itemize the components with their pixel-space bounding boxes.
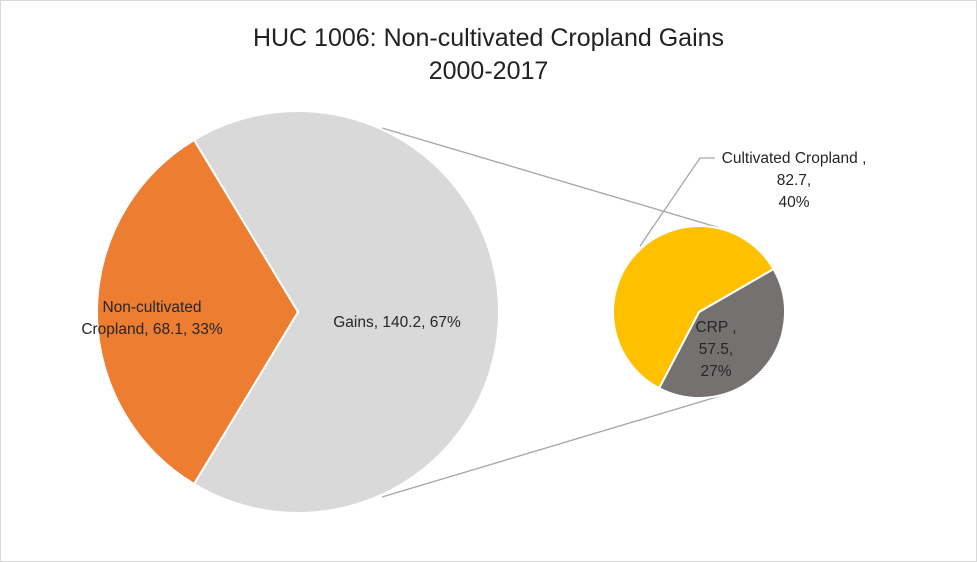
chart-subtitle-line: 2000-2017 [428,57,549,85]
pie-slice-crp [657,267,786,399]
chart-title: HUC 1006: Non-cultivated Cropland Gains … [0,22,977,88]
chart-title-line: HUC 1006: Non-cultivated Cropland Gains [252,24,725,52]
data-label-non-cultivated-cropland: Non-cultivated Cropland, 68.1, 33% [81,299,223,338]
data-label-crp: CRP , 57.5, 27% [695,319,736,380]
connector-line-bottom [381,395,721,498]
pie-slice-gains [192,110,500,514]
leader-line-cultivated-cropland [639,157,715,247]
data-label-gains: Gains, 140.2, 67% [333,314,461,331]
pie-slice-cultivated-cropland [612,225,775,390]
main-pie [96,110,500,514]
sub-pie [612,225,786,399]
pie-slice-non-cultivated-cropland [96,138,300,486]
data-labels: Gains, 140.2, 67% Non-cultivated Cropland,… [81,150,866,380]
data-label-cultivated-cropland: Cultivated Cropland , 82.7, 40% [722,150,867,211]
